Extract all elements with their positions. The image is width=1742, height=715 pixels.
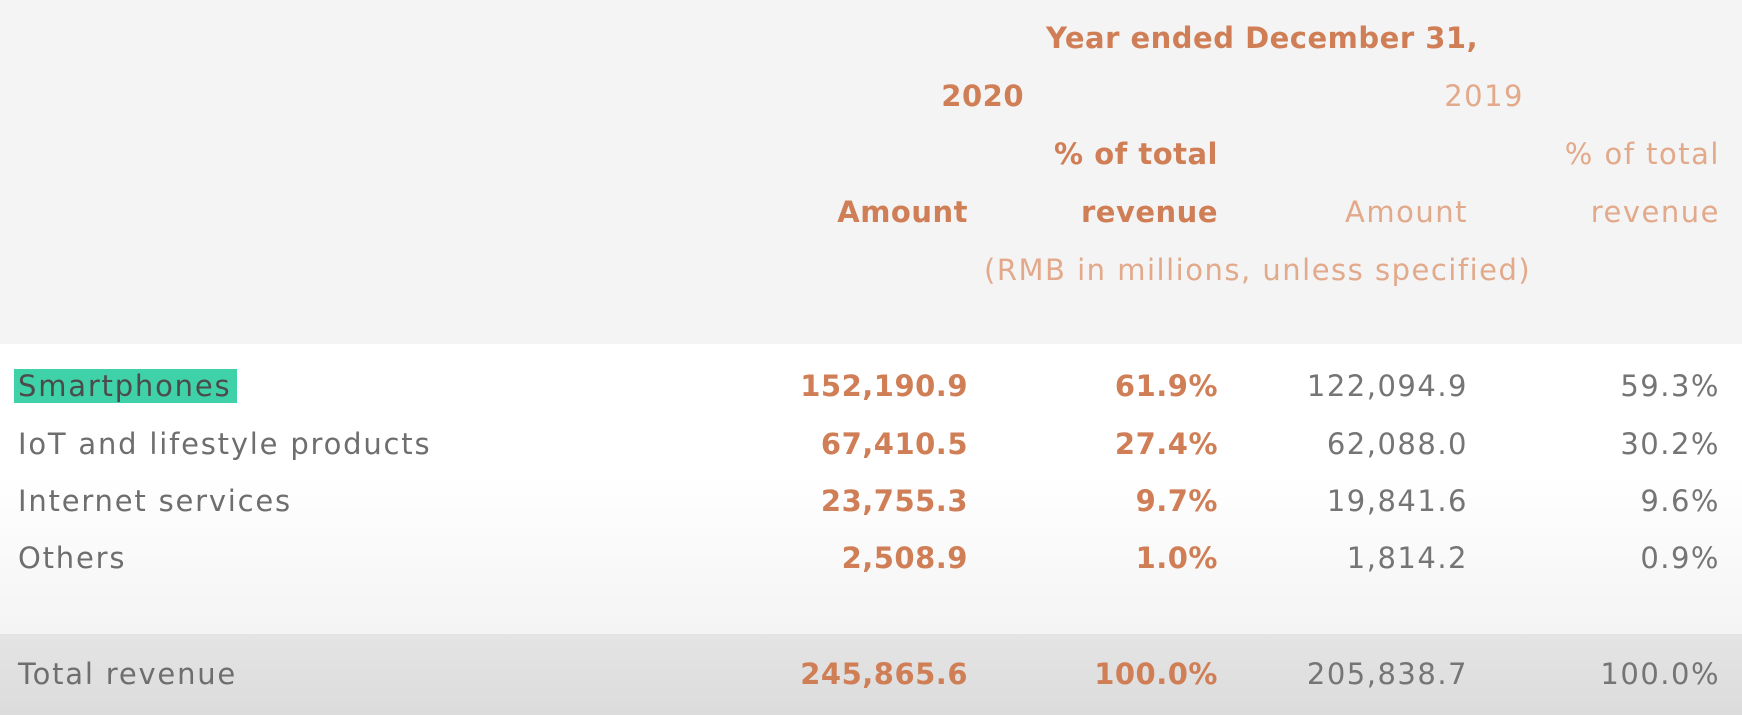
cell-pct-2020: 9.7% <box>1135 484 1218 518</box>
cell-amount-2020: 2,508.9 <box>841 541 968 575</box>
cell-amount-2019: 1,814.2 <box>1346 541 1468 575</box>
total-pct-2020: 100.0% <box>1094 657 1218 691</box>
units-note: (RMB in millions, unless specified) <box>984 253 1532 287</box>
cell-amount-2019: 19,841.6 <box>1326 484 1468 518</box>
cell-pct-2019: 59.3% <box>1620 369 1720 403</box>
year-2020-header: 2020 <box>941 79 1024 113</box>
total-pct-2019: 100.0% <box>1600 657 1720 691</box>
year-2019-header: 2019 <box>1444 79 1524 113</box>
total-row-band <box>0 634 1742 715</box>
row-label-total-revenue: Total revenue <box>18 657 238 691</box>
cell-pct-2019: 0.9% <box>1640 541 1720 575</box>
pct-header-2020-line2: revenue <box>1080 195 1218 229</box>
cell-amount-2020: 67,410.5 <box>820 427 968 461</box>
amount-header-2020: Amount <box>837 195 968 229</box>
cell-pct-2019: 30.2% <box>1620 427 1720 461</box>
cell-pct-2020: 1.0% <box>1135 541 1218 575</box>
header-band <box>0 0 1742 344</box>
total-amount-2020: 245,865.6 <box>800 657 968 691</box>
row-label-smartphones: Smartphones <box>14 366 238 406</box>
period-title: Year ended December 31, <box>1046 21 1479 55</box>
highlight-smartphones: Smartphones <box>14 369 238 403</box>
cell-pct-2020: 61.9% <box>1114 369 1218 403</box>
cell-pct-2019: 9.6% <box>1640 484 1720 518</box>
row-label-others: Others <box>18 541 127 575</box>
cell-amount-2019: 122,094.9 <box>1306 369 1468 403</box>
pct-header-2019-line1: % of total <box>1564 137 1720 171</box>
pct-header-2019-line2: revenue <box>1590 195 1720 229</box>
row-label-internet-services: Internet services <box>18 484 292 518</box>
pct-header-2020-line1: % of total <box>1054 137 1218 171</box>
total-amount-2019: 205,838.7 <box>1306 657 1468 691</box>
amount-header-2019: Amount <box>1345 195 1468 229</box>
cell-amount-2020: 23,755.3 <box>820 484 968 518</box>
row-label-iot: IoT and lifestyle products <box>18 427 432 461</box>
cell-amount-2020: 152,190.9 <box>800 369 968 403</box>
cell-pct-2020: 27.4% <box>1114 427 1218 461</box>
cell-amount-2019: 62,088.0 <box>1326 427 1468 461</box>
table-body-band <box>0 344 1742 634</box>
